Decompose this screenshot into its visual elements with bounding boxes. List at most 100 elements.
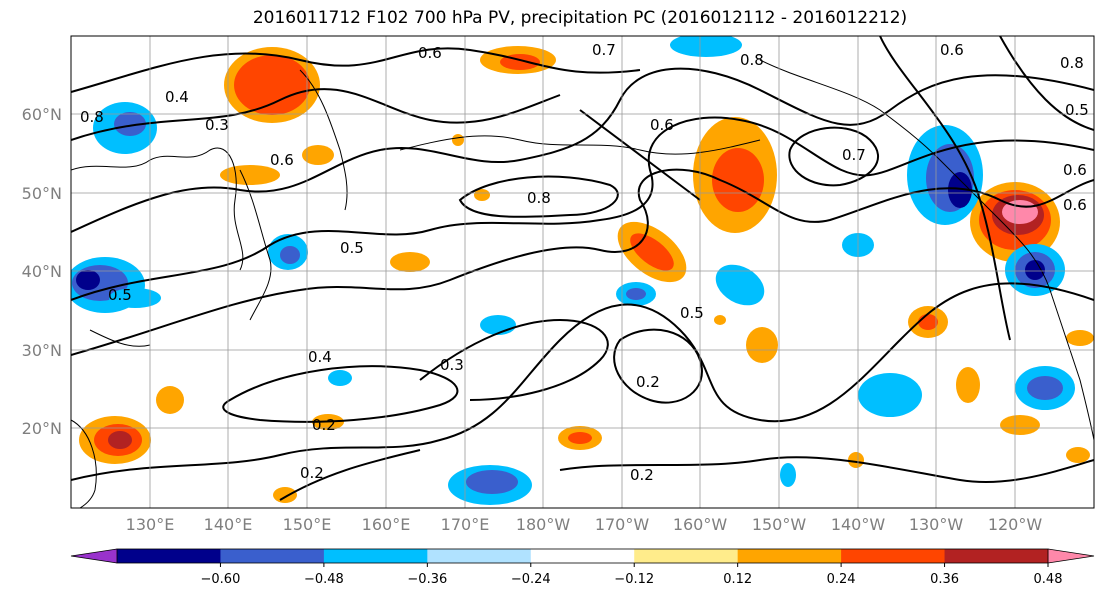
coastline-kamchatka <box>299 69 348 211</box>
precip-negative-blob <box>480 315 516 335</box>
colorbar-tick-label: 0.24 <box>827 572 856 587</box>
contour-label: 0.6 <box>1063 196 1087 214</box>
chart-title: 2016011712 F102 700 hPa PV, precipitatio… <box>252 8 908 28</box>
lon-label: 160°W <box>673 515 728 534</box>
pv-contour-line <box>222 365 459 423</box>
contour-label: 0.2 <box>300 464 324 482</box>
precip-negative-blob <box>76 270 100 290</box>
lat-label: 40°N <box>22 262 62 281</box>
contour-label: 0.2 <box>312 416 336 434</box>
lon-label: 170°W <box>595 515 650 534</box>
pv-contour-line <box>71 168 1094 356</box>
colorbar-segment <box>117 549 221 563</box>
contour-label: 0.7 <box>592 41 616 59</box>
pv-contour-line <box>559 456 1094 483</box>
precip-negative-blob <box>280 246 300 264</box>
coastline-ryukyu <box>89 329 151 347</box>
precip-positive-blob <box>452 134 464 146</box>
pv-contour-line <box>999 36 1094 131</box>
lon-label: 120°W <box>988 515 1043 534</box>
colorbar-extend-low <box>71 549 117 563</box>
pv-contour-line <box>579 109 701 201</box>
contour-label: 0.2 <box>630 466 654 484</box>
pv-contour-line <box>458 175 619 218</box>
pv-contour-line <box>71 88 561 141</box>
colorbar-segment <box>634 549 739 563</box>
lon-label: 170°E <box>441 515 490 534</box>
pv-contour-line <box>71 116 1094 301</box>
colorbar-segment <box>944 549 1049 563</box>
contour-label: 0.8 <box>80 108 104 126</box>
lon-label: 130°E <box>126 515 175 534</box>
precip-negative-blob <box>466 470 518 494</box>
coastline-philippines <box>71 419 97 508</box>
colorbar-tick-label: 0.48 <box>1034 572 1063 587</box>
lon-label: 180°W <box>516 515 571 534</box>
colorbar: −0.60 −0.48 −0.36 −0.24 −0.12 0.12 0.24 0.36 0.4… <box>70 548 1095 587</box>
precip-positive-blob <box>273 487 297 503</box>
contour-label: 0.4 <box>308 348 332 366</box>
pv-contours <box>71 36 1094 501</box>
contour-label: 0.3 <box>440 356 464 374</box>
contour-label: 0.4 <box>165 88 189 106</box>
contour-label: 0.7 <box>842 146 866 164</box>
precip-positive-blob <box>1066 447 1090 463</box>
precip-positive-blob <box>302 145 334 165</box>
pv-contour-line <box>71 47 641 93</box>
colorbar-tick-label: −0.24 <box>511 572 551 587</box>
lon-label: 140°W <box>831 515 886 534</box>
pv-contour-line <box>788 126 880 187</box>
precip-positive-blob <box>918 314 938 330</box>
coastline-japan <box>239 169 272 321</box>
pv-contour-line <box>71 67 1094 233</box>
precip-positive-blob <box>848 452 864 468</box>
precip-positive-blob <box>474 189 490 201</box>
precip-negative-blob <box>858 373 922 417</box>
pv-contour-line <box>71 282 1094 481</box>
coastline-asia <box>71 147 244 271</box>
pv-contour-line <box>419 318 609 401</box>
precip-negative-blob <box>1025 260 1045 280</box>
lat-label: 50°N <box>22 184 62 203</box>
contour-labels: 0.6 0.7 0.8 0.8 0.7 0.6 0.5 0.6 0.6 0.4 … <box>80 41 1089 484</box>
latitude-labels: 60°N 50°N 40°N 30°N 20°N <box>22 105 62 438</box>
colorbar-tick-label: 0.12 <box>723 572 752 587</box>
precip-positive-blob <box>568 432 592 444</box>
contour-label: 0.8 <box>527 189 551 207</box>
precip-positive-blob <box>108 431 132 449</box>
precip-positive-blob <box>746 327 778 363</box>
colorbar-tick-label: −0.60 <box>201 572 241 587</box>
colorbar-tick-label: −0.12 <box>614 572 654 587</box>
lon-label: 150°W <box>752 515 807 534</box>
precip-positive-blob <box>1066 330 1094 346</box>
contour-label: 0.5 <box>1065 101 1089 119</box>
pv-contour-line <box>279 449 421 501</box>
precip-positive-blob <box>390 252 430 272</box>
longitude-labels: 130°E 140°E 150°E 160°E 170°E 180°W 170°… <box>126 515 1043 534</box>
colorbar-tick-label: −0.48 <box>304 572 344 587</box>
colorbar-segment <box>841 549 946 563</box>
precip-negative-blob <box>1027 376 1063 400</box>
precip-negative-blob <box>715 264 765 306</box>
lat-label: 60°N <box>22 105 62 124</box>
colorbar-segment <box>220 549 325 563</box>
colorbar-extend-high <box>1048 549 1094 563</box>
precip-positive-blob <box>956 367 980 403</box>
contour-label: 0.5 <box>680 304 704 322</box>
precip-positive-blob <box>714 315 726 325</box>
lat-label: 20°N <box>22 419 62 438</box>
colorbar-segment <box>323 549 428 563</box>
contour-label: 0.6 <box>940 41 964 59</box>
colorbar-tick-label: 0.36 <box>930 572 959 587</box>
contour-label: 0.5 <box>108 286 132 304</box>
contour-label: 0.5 <box>340 239 364 257</box>
map-frame <box>70 35 1095 509</box>
precip-negative-blob <box>328 370 352 386</box>
contour-label: 0.6 <box>270 151 294 169</box>
precip-negative-blob <box>109 288 161 308</box>
lat-label: 30°N <box>22 341 62 360</box>
colorbar-tick-label: −0.36 <box>407 572 447 587</box>
precip-negative-blob <box>626 288 646 300</box>
contour-label: 0.6 <box>418 44 442 62</box>
